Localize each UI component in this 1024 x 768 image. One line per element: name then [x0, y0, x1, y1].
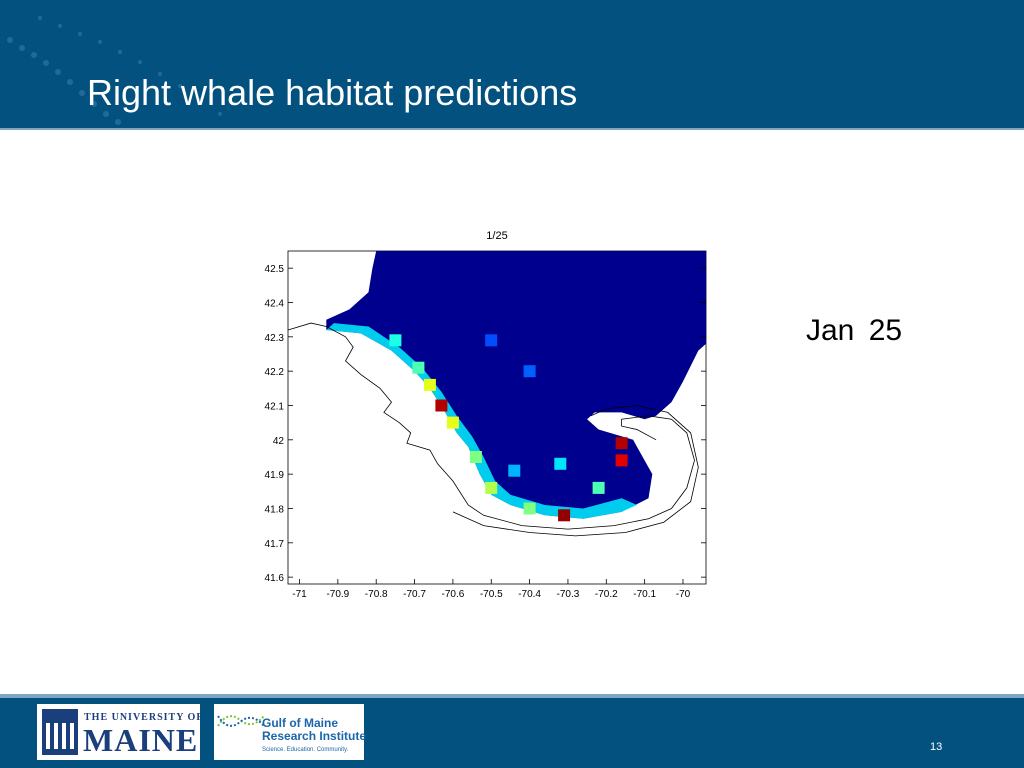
y-tick-label-1: 42.5	[265, 264, 285, 275]
y-tick-label-7: 41.9	[265, 470, 285, 481]
hotspot-cell-5	[389, 334, 402, 347]
y-tick-label-8: 41.8	[265, 504, 285, 515]
x-tick-label-8: -70.3	[557, 589, 580, 600]
habitat-map-chart: 42.5 42.4 42.3 42.2 42.1 42 41.9 41.8 41.7 41.6 -7…	[265, 250, 707, 600]
bathymetry-contour	[452, 405, 699, 537]
hotspot-cell-3	[446, 416, 459, 429]
x-tick-label-1: -71	[292, 589, 307, 600]
y-tick-label-4: 42.2	[265, 367, 285, 378]
x-tick-label-7: -70.4	[518, 589, 541, 600]
gomri-name: Gulf of Maine Research Institute	[262, 717, 366, 743]
y-tick-label-9: 41.7	[265, 539, 285, 550]
university-of-maine-logo: THE UNIVERSITY OF MAINE	[37, 704, 204, 760]
x-tick-label-4: -70.7	[403, 589, 426, 600]
hotspot-cell-8	[523, 502, 536, 515]
ocean-region	[326, 251, 706, 519]
hotspot-cell-1	[435, 399, 448, 412]
hotspot-cell-2	[423, 378, 436, 391]
coastline	[287, 322, 695, 530]
x-tick-label-10: -70.1	[633, 589, 656, 600]
x-tick-label-9: -70.2	[595, 589, 618, 600]
y-tick-label-10: 41.6	[265, 573, 285, 584]
decorative-dots	[7, 16, 222, 125]
slide-header: Right whale habitat predictions	[0, 0, 1024, 130]
y-tick-label-3: 42.3	[265, 333, 285, 344]
maine-logo-top-text: THE UNIVERSITY OF	[84, 712, 204, 723]
hotspot-cell-7	[485, 481, 498, 494]
date-label: Jan 25	[806, 314, 903, 347]
x-tick-label-5: -70.6	[442, 589, 465, 600]
slide-footer: THE UNIVERSITY OF MAINE Gulf of Maine Re…	[0, 694, 1024, 768]
gomri-name-line1: Gulf of Maine	[262, 716, 338, 730]
page-number: 13	[930, 741, 943, 753]
chart-title: 1/25	[486, 230, 508, 242]
hotspot-cell-12	[615, 454, 628, 467]
hotspot-cell-10	[592, 481, 605, 494]
page-title: Right whale habitat predictions	[87, 72, 578, 113]
hotspot-cell-16	[523, 365, 536, 378]
hotspot-cell-6	[469, 451, 482, 463]
dna-wave-icon	[217, 715, 265, 727]
y-tick-label-2: 42.4	[265, 298, 285, 309]
header-divider	[0, 128, 1024, 130]
x-tick-label-2: -70.9	[326, 589, 349, 600]
gulf-of-maine-research-institute-logo: Gulf of Maine Research Institute Science…	[214, 704, 366, 760]
hotspot-cell-9	[558, 509, 571, 522]
y-tick-label-5: 42.1	[265, 401, 285, 412]
footer-divider	[0, 694, 1024, 698]
x-tick-label-6: -70.5	[480, 589, 503, 600]
maine-seal-icon	[42, 709, 78, 755]
maine-logo-main-text: MAINE	[83, 722, 199, 758]
hotspot-cell-13	[554, 457, 567, 470]
hotspot-cell-14	[508, 464, 521, 477]
y-tick-label-6: 42	[273, 436, 285, 447]
hotspot-cell-15	[485, 334, 498, 347]
hotspot-cell-4	[412, 361, 425, 374]
x-tick-label-11: -70	[676, 589, 691, 600]
gomri-name-line2: Research Institute	[262, 729, 367, 743]
x-tick-label-3: -70.8	[365, 589, 388, 600]
hotspot-cell-11	[615, 437, 628, 450]
gomri-tagline: Science. Education. Community.	[262, 747, 349, 753]
